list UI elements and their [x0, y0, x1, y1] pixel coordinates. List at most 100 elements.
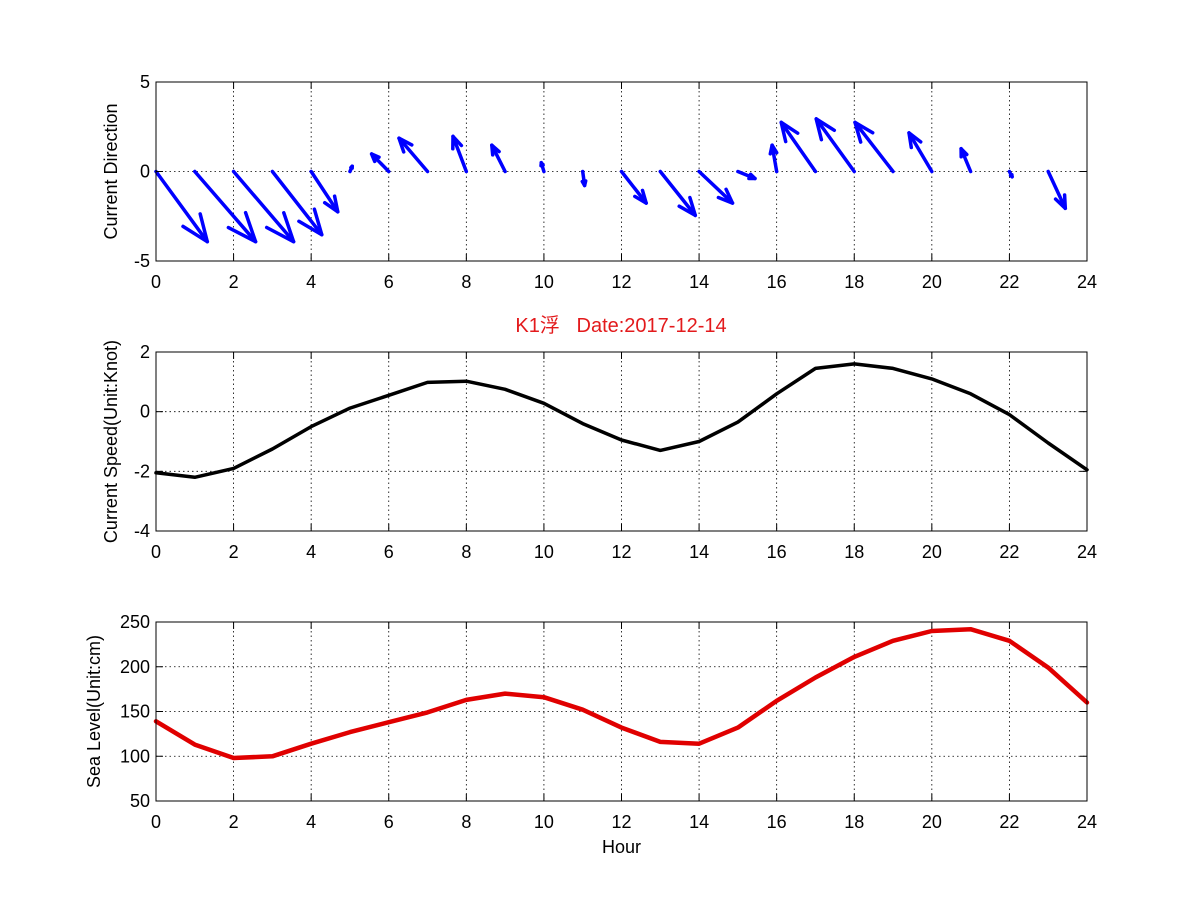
- current-arrow: [580, 169, 588, 188]
- arrow-head: [451, 134, 464, 151]
- current-arrow: [779, 120, 818, 174]
- x-tick-label: 4: [306, 812, 316, 832]
- arrow-head: [369, 152, 381, 164]
- x-tick-label: 24: [1077, 542, 1097, 562]
- arrow-head: [580, 179, 588, 188]
- x-tick-label: 0: [151, 812, 161, 832]
- y-tick-label: 50: [130, 791, 150, 811]
- current-arrow: [490, 143, 507, 174]
- arrow-shaft: [697, 169, 735, 205]
- x-tick-label: 12: [611, 542, 631, 562]
- arrow-head: [959, 146, 969, 159]
- arrow-head: [539, 160, 545, 168]
- y-tick-label: -5: [134, 251, 150, 271]
- x-tick-label: 18: [844, 272, 864, 292]
- x-tick-label: 20: [922, 272, 942, 292]
- arrow-shaft: [853, 120, 895, 174]
- current-arrow: [348, 164, 354, 174]
- arrow-shaft: [397, 136, 430, 174]
- current-arrow: [451, 134, 469, 174]
- arrow-head: [779, 120, 800, 144]
- y-tick-label: 100: [120, 746, 150, 766]
- y-tick-label: 250: [120, 612, 150, 632]
- x-tick-label: 20: [922, 542, 942, 562]
- arrow-head: [264, 211, 296, 244]
- current-arrow: [397, 136, 430, 174]
- x-tick-label: 6: [384, 542, 394, 562]
- x-tick-label: 8: [461, 812, 471, 832]
- arrow-shaft: [154, 169, 210, 244]
- x-tick-label: 14: [689, 812, 709, 832]
- current-arrow: [736, 169, 757, 181]
- arrow-head: [349, 164, 354, 170]
- current-arrow: [959, 146, 973, 174]
- y-axis-label: Sea Level(Unit:cm): [84, 635, 104, 788]
- arrow-head: [633, 188, 648, 205]
- current-arrow: [154, 169, 210, 244]
- arrow-head: [747, 172, 757, 181]
- arrow-shaft: [309, 169, 340, 214]
- x-tick-label: 6: [384, 272, 394, 292]
- x-tick-label: 0: [151, 542, 161, 562]
- x-tick-label: 2: [229, 272, 239, 292]
- x-tick-label: 4: [306, 542, 316, 562]
- arrow-shaft: [451, 134, 469, 174]
- series-line-level: [153, 626, 1090, 761]
- x-tick-label: 24: [1077, 812, 1097, 832]
- x-tick-label: 20: [922, 812, 942, 832]
- x-tick-label: 22: [999, 272, 1019, 292]
- arrow-shaft: [193, 169, 258, 244]
- x-tick-label: 0: [151, 272, 161, 292]
- current-arrow: [1007, 169, 1014, 179]
- current-arrow: [193, 169, 258, 244]
- arrow-head: [397, 136, 414, 154]
- x-tick-label: 2: [229, 812, 239, 832]
- x-tick-label: 16: [767, 812, 787, 832]
- x-tick-label: 12: [611, 812, 631, 832]
- x-tick-label: 22: [999, 542, 1019, 562]
- y-tick-label: 5: [140, 72, 150, 92]
- x-tick-label: 8: [461, 542, 471, 562]
- arrow-head: [297, 207, 324, 237]
- current-arrow: [539, 160, 546, 174]
- x-tick-label: 4: [306, 272, 316, 292]
- arrow-head: [1008, 173, 1014, 179]
- y-axis-label: Current Direction: [101, 103, 121, 239]
- x-tick-label: 12: [611, 272, 631, 292]
- x-tick-label: 24: [1077, 272, 1097, 292]
- current-arrow: [814, 117, 856, 174]
- current-arrow: [619, 169, 648, 205]
- y-tick-label: 0: [140, 162, 150, 182]
- x-tick-label: 16: [767, 272, 787, 292]
- arrow-shaft: [490, 143, 507, 174]
- y-tick-label: 0: [140, 402, 150, 422]
- current-arrow: [853, 120, 895, 174]
- arrow-shaft: [270, 169, 324, 237]
- arrow-head: [716, 187, 735, 205]
- y-tick-label: 200: [120, 657, 150, 677]
- arrow-head: [814, 117, 837, 142]
- x-tick-label: 8: [461, 272, 471, 292]
- current-arrow: [768, 143, 779, 174]
- arrow-shaft: [779, 120, 818, 174]
- arrow-head: [490, 143, 501, 157]
- x-tick-label: 10: [534, 272, 554, 292]
- current-arrow: [309, 169, 340, 214]
- x-tick-label: 10: [534, 812, 554, 832]
- current-arrow: [907, 131, 934, 174]
- current-arrow: [658, 169, 698, 218]
- arrow-head: [181, 212, 210, 244]
- x-tick-label: 2: [229, 542, 239, 562]
- y-tick-label: 2: [140, 342, 150, 362]
- x-tick-label: 18: [844, 542, 864, 562]
- arrow-shaft: [1046, 169, 1068, 211]
- x-axis-label: Hour: [602, 837, 641, 857]
- x-tick-label: 10: [534, 542, 554, 562]
- arrow-shaft: [814, 117, 856, 174]
- x-tick-label: 16: [767, 542, 787, 562]
- y-tick-label: -2: [134, 461, 150, 481]
- arrow-shaft: [619, 169, 648, 205]
